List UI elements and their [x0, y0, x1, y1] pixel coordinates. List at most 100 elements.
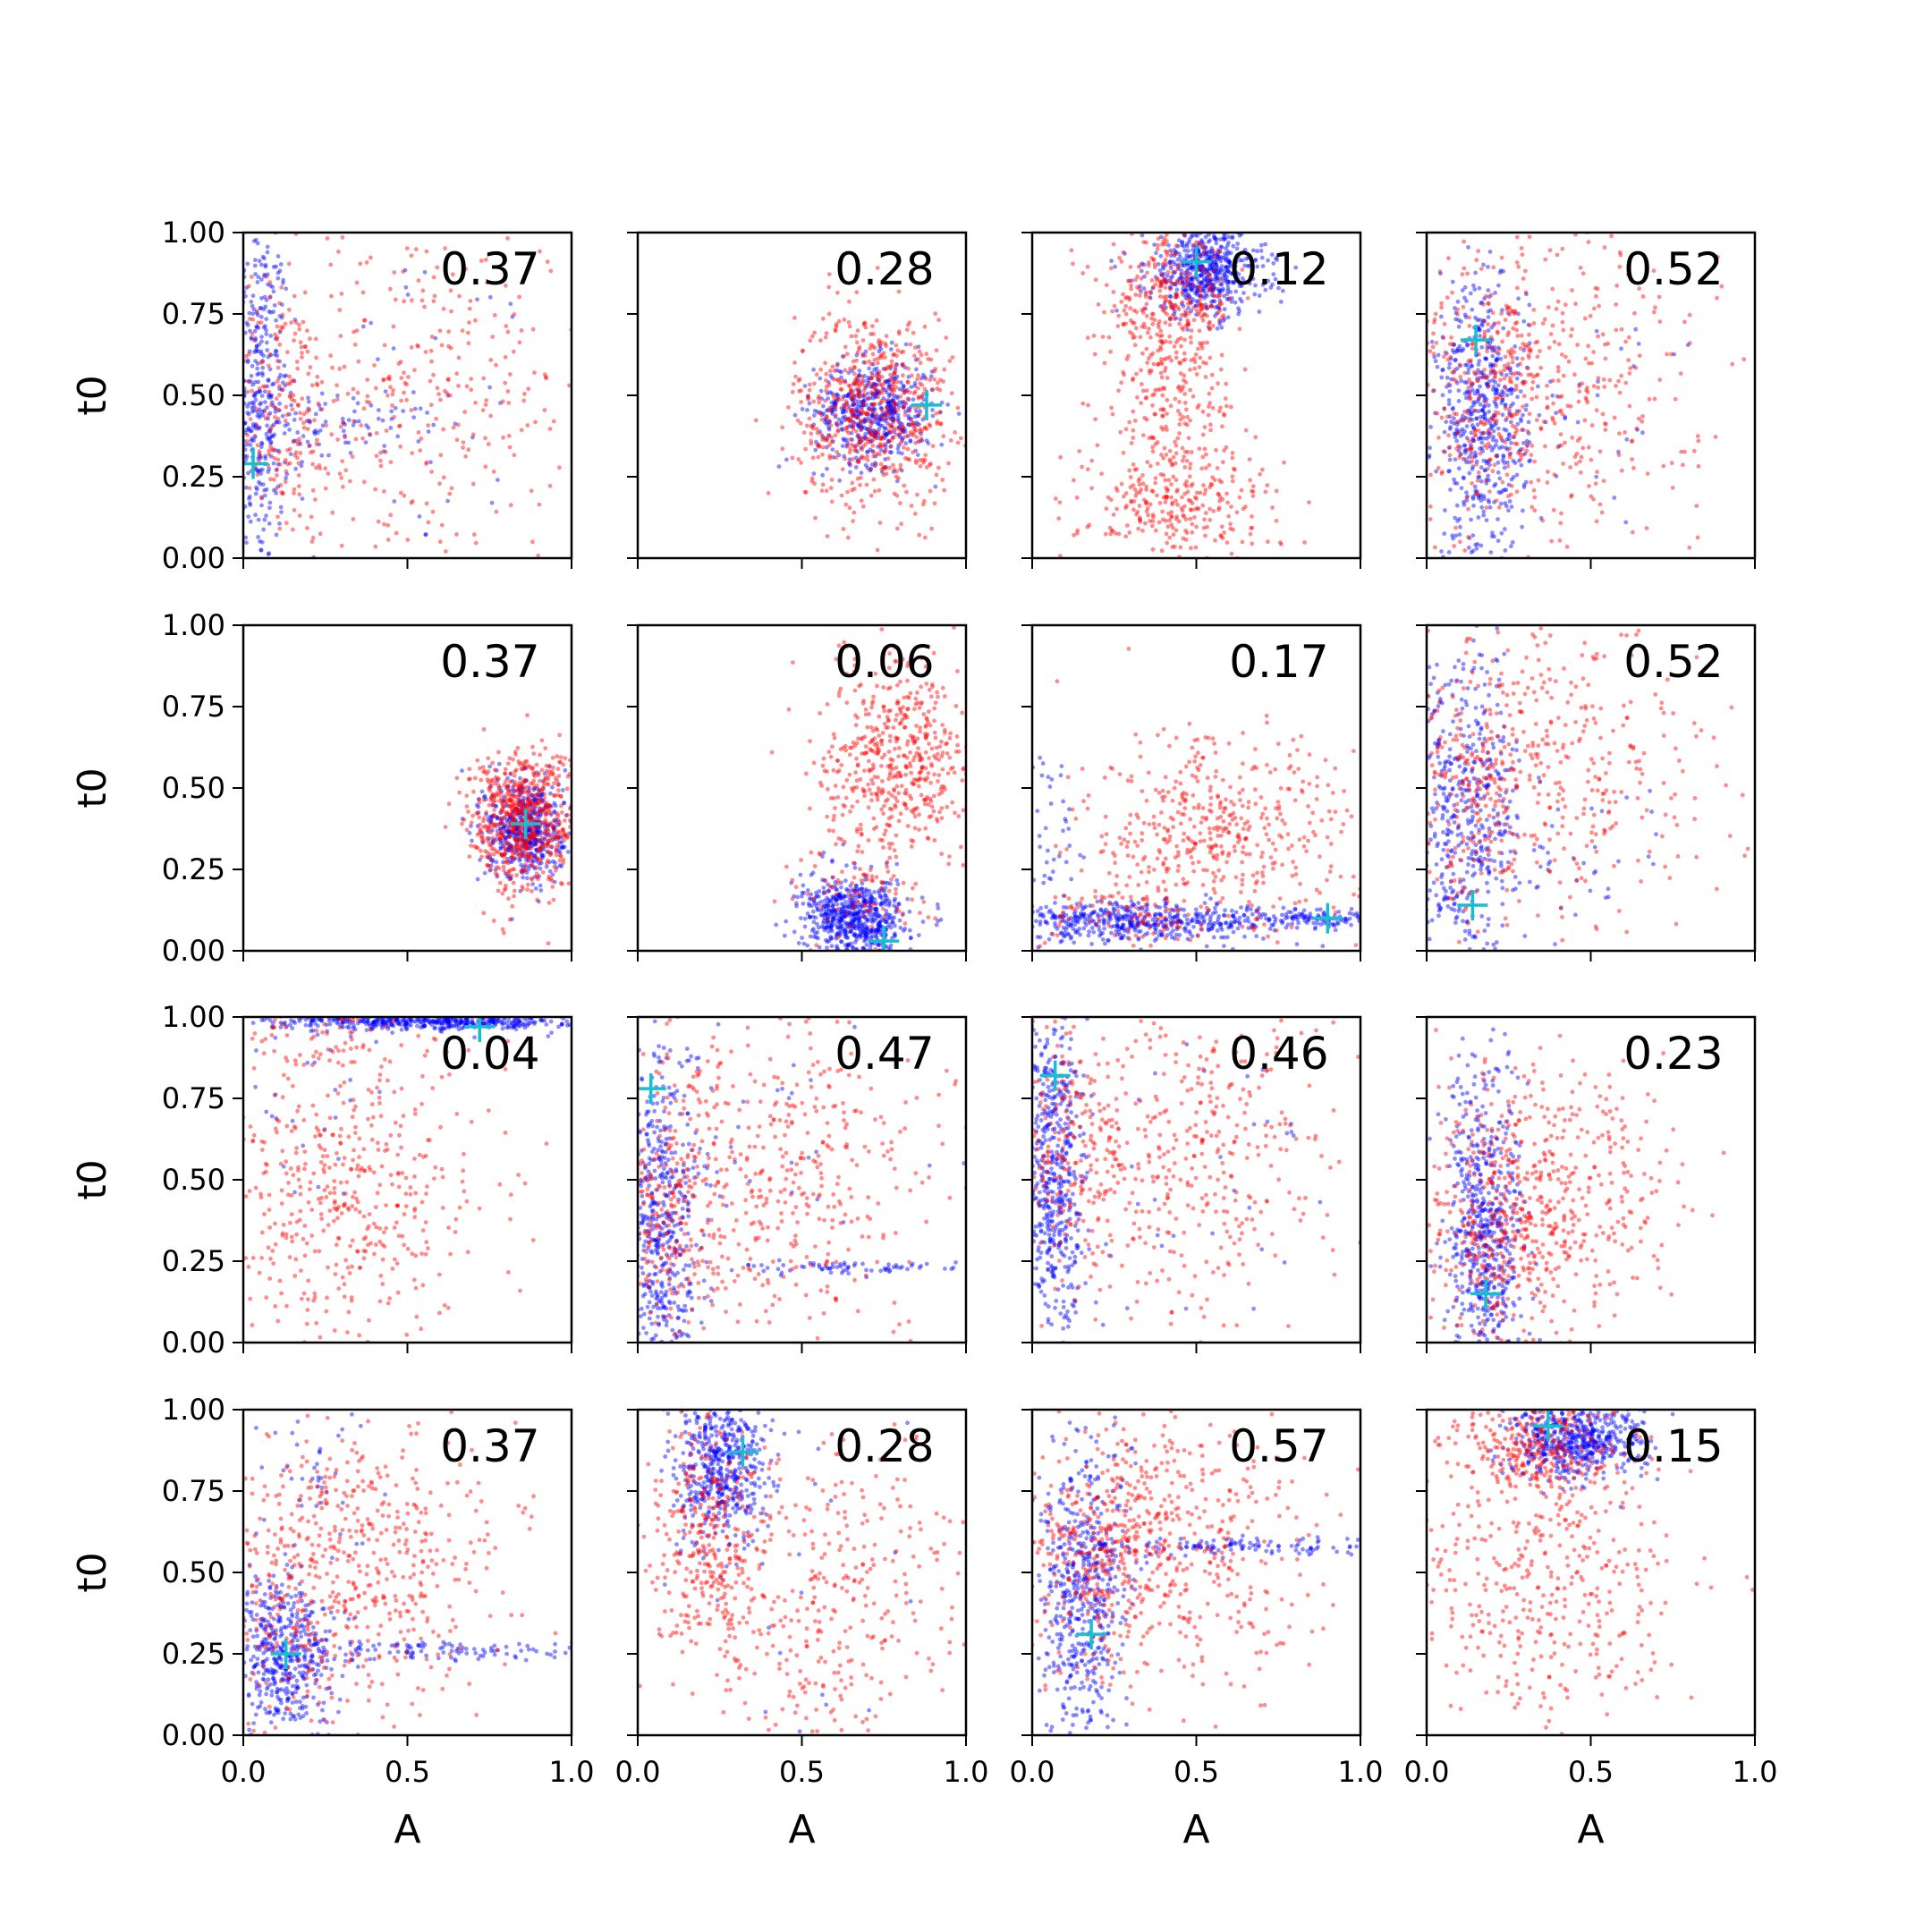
- red-point: [1585, 390, 1590, 394]
- blue-point: [521, 766, 527, 771]
- red-point: [1138, 517, 1143, 521]
- red-point: [1647, 397, 1652, 402]
- red-point: [1151, 361, 1157, 367]
- red-point: [426, 423, 431, 428]
- blue-point: [1462, 476, 1466, 481]
- red-point: [911, 450, 915, 455]
- red-point: [918, 360, 923, 366]
- red-point: [894, 362, 899, 367]
- blue-point: [823, 419, 827, 425]
- red-point: [878, 444, 884, 449]
- red-point: [1177, 422, 1182, 427]
- red-point: [1165, 250, 1170, 255]
- blue-point: [269, 434, 275, 438]
- red-point: [1218, 533, 1224, 538]
- red-point: [298, 451, 303, 455]
- blue-point: [873, 461, 877, 465]
- blue-point: [1217, 299, 1223, 303]
- red-point: [886, 364, 891, 369]
- blue-point: [1486, 288, 1491, 292]
- blue-point: [1141, 262, 1147, 267]
- blue-point: [1188, 263, 1193, 267]
- red-point: [1172, 344, 1177, 349]
- blue-point: [262, 408, 267, 413]
- red-point: [1612, 415, 1617, 420]
- blue-point: [1432, 354, 1437, 360]
- blue-point: [1445, 375, 1450, 380]
- blue-point: [1439, 375, 1445, 380]
- blue-point: [1195, 284, 1199, 290]
- red-point: [409, 298, 414, 303]
- red-point: [1495, 329, 1500, 335]
- blue-point: [1462, 443, 1467, 448]
- blue-point: [1266, 225, 1270, 230]
- red-point: [1174, 516, 1179, 521]
- red-point: [1144, 395, 1149, 400]
- blue-point: [533, 842, 538, 847]
- blue-point: [517, 827, 522, 832]
- blue-point: [531, 787, 537, 792]
- blue-point: [875, 390, 880, 395]
- red-point: [293, 320, 299, 325]
- red-point: [387, 377, 392, 382]
- red-point: [1140, 308, 1145, 313]
- blue-point: [507, 831, 512, 836]
- red-point: [435, 386, 440, 391]
- red-point: [806, 397, 810, 402]
- red-point: [307, 408, 312, 412]
- points-group: [443, 713, 572, 946]
- red-point: [1189, 358, 1194, 362]
- red-point: [1526, 372, 1531, 377]
- blue-point: [870, 412, 876, 418]
- blue-point: [1221, 234, 1226, 240]
- red-point: [1146, 513, 1150, 518]
- red-point: [1530, 444, 1535, 448]
- blue-point: [552, 818, 557, 823]
- red-point: [1211, 509, 1216, 513]
- red-point: [1302, 540, 1307, 545]
- blue-point: [1481, 509, 1487, 514]
- blue-point: [892, 405, 897, 411]
- red-point: [1199, 303, 1204, 308]
- blue-point: [1479, 370, 1484, 375]
- red-point: [1449, 335, 1453, 340]
- blue-point: [556, 782, 562, 787]
- red-point: [1121, 450, 1126, 455]
- red-point: [1507, 305, 1512, 310]
- red-point: [922, 324, 928, 329]
- red-point: [1555, 445, 1561, 450]
- blue-point: [238, 495, 242, 499]
- red-point: [279, 490, 284, 495]
- red-point: [1231, 527, 1235, 532]
- blue-point: [1190, 267, 1195, 272]
- red-point: [1182, 421, 1188, 426]
- blue-point: [1259, 255, 1265, 260]
- red-point: [1440, 470, 1445, 474]
- blue-point: [1224, 257, 1229, 261]
- red-point: [886, 428, 891, 433]
- red-point: [1174, 451, 1179, 456]
- blue-point: [311, 429, 317, 435]
- blue-point: [859, 445, 864, 451]
- blue-point: [1225, 265, 1231, 270]
- blue-point: [1216, 254, 1222, 259]
- red-point: [835, 377, 840, 382]
- red-point: [1197, 266, 1202, 271]
- red-point: [1498, 377, 1503, 383]
- red-point: [1490, 310, 1496, 316]
- blue-point: [1487, 444, 1493, 449]
- blue-point: [557, 844, 563, 850]
- red-point: [888, 377, 894, 382]
- blue-point: [502, 852, 507, 857]
- red-point: [1201, 246, 1207, 250]
- blue-point: [883, 432, 887, 437]
- red-point: [1560, 246, 1565, 251]
- red-point: [1651, 268, 1657, 274]
- red-point: [1559, 511, 1563, 516]
- red-point: [1462, 548, 1468, 553]
- blue-point: [539, 840, 545, 845]
- red-point: [292, 338, 296, 343]
- red-point: [1508, 352, 1513, 358]
- red-point: [1476, 249, 1481, 253]
